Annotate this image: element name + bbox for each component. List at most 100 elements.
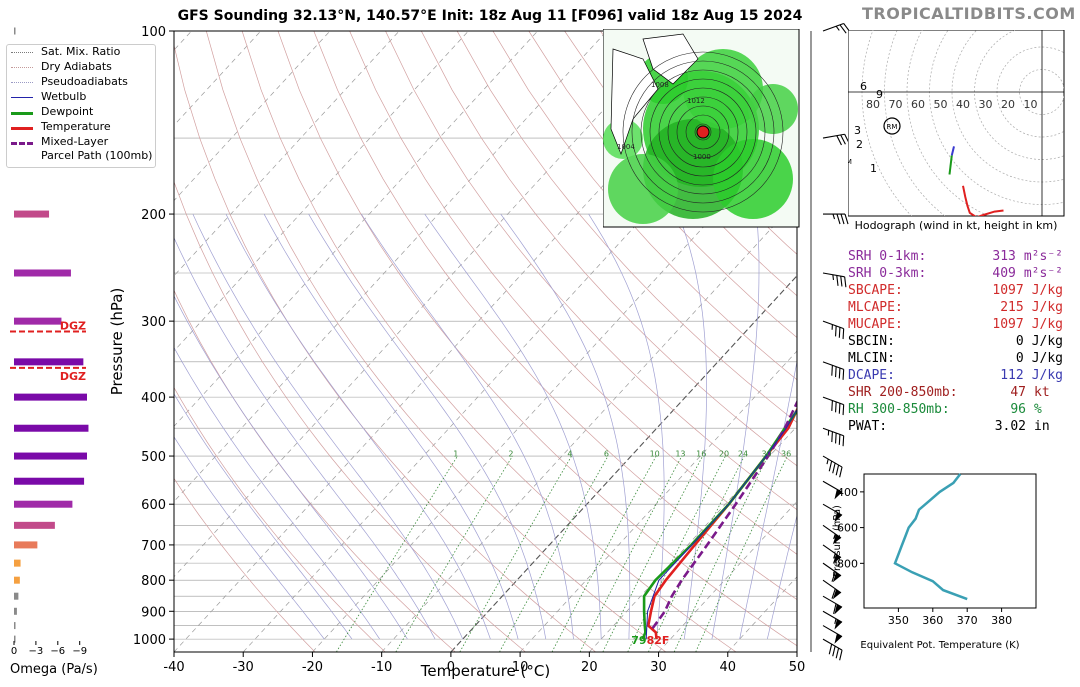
theta-e-x-tick-label: 380 [991, 614, 1012, 627]
index-label: MLCAPE: [848, 300, 903, 315]
wind-barb [822, 480, 843, 500]
legend-swatch [11, 127, 33, 130]
mixing-ratio-label: 30 [761, 450, 771, 459]
omega-bar [14, 477, 85, 485]
wind-barb [822, 524, 842, 545]
index-value: 47 [1010, 385, 1026, 400]
index-unit: J/kg [1031, 351, 1063, 366]
index-unit: J/kg [1031, 283, 1063, 298]
mixing-ratio-label: 20 [719, 450, 729, 459]
lm-label: LM [848, 158, 852, 166]
hodograph-frame [848, 30, 1065, 217]
contour-label: 1004 [617, 143, 635, 151]
wind-barb [822, 638, 843, 661]
y-tick-label: 400 [141, 391, 166, 406]
legend-swatch [11, 67, 33, 68]
index-unit: % [1034, 402, 1042, 417]
omega-bar [14, 27, 16, 35]
theta-e-y-tick-label: 600 [837, 522, 858, 535]
mixing-ratio-label: 13 [675, 450, 685, 459]
index-row: MLCAPE: 215 J/kg [848, 299, 1063, 316]
wind-barb [822, 133, 850, 146]
legend-label: Sat. Mix. Ratio [41, 45, 121, 58]
index-value: 1097 [992, 317, 1024, 332]
pseudoadiabat [500, 213, 631, 640]
legend-swatch [11, 112, 33, 115]
dry-adiabat [456, 31, 797, 423]
isobar-contour [658, 87, 748, 177]
dry-adiabat [528, 31, 797, 338]
mixing-ratio-line [336, 455, 458, 652]
legend-label: Temperature [41, 120, 111, 133]
isotherm [174, 31, 400, 277]
mixing-ratio-line [395, 455, 513, 652]
skew-t-plot-area [174, 31, 797, 652]
legend-label: Pseudoadiabats [41, 75, 128, 88]
rm-label: RM [887, 123, 898, 131]
legend-item: Sat. Mix. Ratio [11, 45, 155, 60]
isotherm [174, 31, 608, 503]
contour-label: 1012 [687, 97, 705, 105]
index-unit: kt [1034, 385, 1050, 400]
theta-e-x-tick-label: 370 [957, 614, 978, 627]
dry-adiabat [492, 31, 797, 381]
index-value: 0 [1015, 351, 1024, 366]
mixing-ratio-line [459, 455, 572, 652]
wind-barb [823, 213, 849, 225]
height-label: 9 [876, 88, 883, 101]
legend-item: Temperature [11, 120, 155, 135]
index-row: SBCIN: 0 J/kg [848, 333, 1063, 350]
pseudoadiabat [361, 213, 574, 640]
index-label: MUCAPE: [848, 317, 903, 332]
height-label: 1 [870, 162, 877, 175]
legend-item: Dry Adiabats [11, 60, 155, 75]
isobar-contour [676, 105, 730, 159]
mixing-ratio-label: 16 [696, 450, 706, 459]
inset-map: 1000 1004 1008 1012 [603, 29, 800, 228]
index-label: RH 300-850mb: [848, 402, 950, 417]
sounding-indices: SRH 0-1km: 313 m²s⁻² SRH 0-3km: 409 m²s⁻² SBCA… [848, 248, 1063, 435]
pseudoadiabat [711, 214, 760, 640]
dry-adiabat [564, 31, 797, 297]
y-tick-label: 500 [141, 450, 166, 465]
isobar-contour [631, 60, 775, 204]
index-row: SRH 0-1km: 313 m²s⁻² [848, 248, 1063, 265]
legend-label: Dewpoint [41, 105, 94, 118]
isobar-contour [685, 114, 721, 150]
legend-swatch [11, 97, 33, 98]
x-tick-label: 10 [512, 660, 529, 675]
surface-temperature-label: 82F [647, 634, 670, 647]
legend-label-line2: Parcel Path (100mb) [41, 149, 153, 162]
dry-adiabat [420, 31, 797, 467]
index-value: 409 [992, 266, 1016, 281]
omega-bar [14, 541, 38, 549]
index-row: MUCAPE: 1097 J/kg [848, 316, 1063, 333]
wind-barb [822, 320, 845, 340]
x-tick-label: -30 [233, 660, 254, 675]
y-tick-label: 200 [141, 208, 166, 223]
omega-bar [14, 269, 71, 277]
wind-barb [822, 595, 843, 615]
y-tick-label: 600 [141, 498, 166, 513]
dry-adiabat [241, 31, 737, 652]
omega-bar [14, 317, 62, 325]
x-tick-label: -40 [163, 660, 184, 675]
hodograph-chart: 80 70 60 50 40 30 20 10 RM LM 123 69 [848, 30, 1065, 217]
y-tick-label: 800 [141, 574, 166, 589]
x-tick-label: -20 [302, 660, 323, 675]
index-label: SRH 0-1km: [848, 249, 927, 264]
dry-adiabat [174, 44, 596, 652]
index-unit: J/kg [1031, 334, 1063, 349]
x-axis-label: Temperature (°C) [420, 662, 550, 680]
legend-label: Mixed-Layer Parcel Path (100mb) [41, 135, 153, 162]
mixing-ratio-label: 10 [650, 450, 660, 459]
skew-t-frame [173, 30, 798, 653]
dry-adiabat [349, 31, 797, 555]
mixing-ratio-label: 24 [738, 450, 748, 459]
pseudoadiabat [308, 213, 547, 640]
index-label: SBCAPE: [848, 283, 903, 298]
isotherm [450, 274, 797, 652]
dgz-label: DGZ [60, 370, 86, 383]
pseudoadiabat [174, 346, 380, 640]
mixing-ratio-label: 4 [567, 450, 572, 459]
